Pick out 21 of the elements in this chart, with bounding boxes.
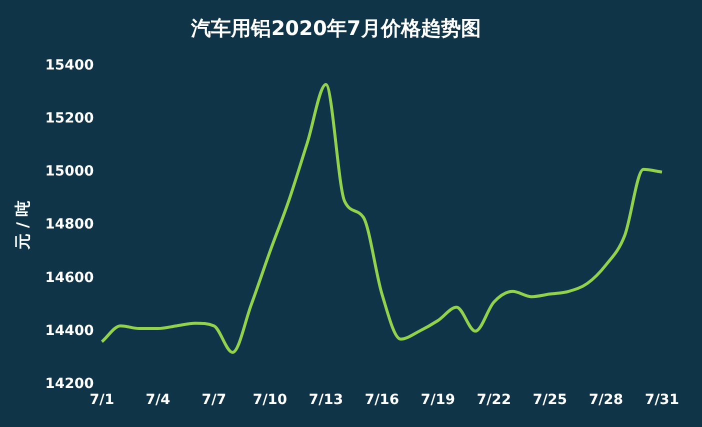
y-tick-label: 15200 (45, 110, 94, 127)
x-tick-label: 7/1 (90, 392, 114, 408)
x-tick-label: 7/19 (420, 392, 456, 408)
x-tick-label: 7/10 (252, 392, 288, 408)
x-tick-label: 7/13 (308, 392, 344, 408)
x-tick-label: 7/4 (146, 392, 170, 408)
x-tick-label: 7/22 (476, 392, 512, 408)
line-series (100, 83, 664, 354)
x-tick-label: 7/31 (644, 392, 680, 408)
x-tick-label: 7/16 (364, 392, 400, 408)
chart-title: 汽车用铝2020年7月价格趋势图 (190, 16, 481, 40)
y-tick-label: 14200 (45, 376, 94, 392)
x-tick-label: 7/7 (202, 392, 226, 408)
y-tick-label: 14800 (45, 216, 94, 233)
y-axis-title: 元 / 吨 (12, 200, 32, 251)
y-tick-label: 15400 (45, 58, 94, 74)
y-tick-label: 14400 (45, 322, 94, 339)
y-tick-label: 15000 (45, 164, 94, 180)
x-tick-label: 7/28 (588, 392, 624, 408)
y-tick-label: 14600 (45, 270, 94, 286)
x-tick-label: 7/25 (532, 392, 568, 408)
